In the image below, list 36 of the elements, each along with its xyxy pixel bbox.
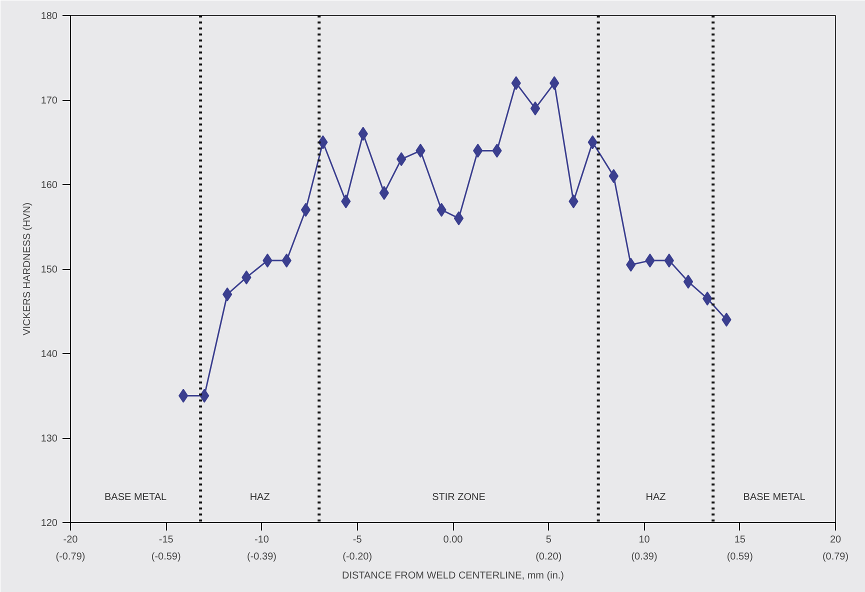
point [683,274,694,289]
y-tick-label: 140 [40,349,58,360]
annotation: HAZ [250,492,270,503]
annotation: HAZ [646,492,666,503]
y-tick-label: 130 [40,434,58,444]
annotation: BASE METAL [743,492,806,503]
point [530,101,540,116]
x2-tick-label: (-0.39) [247,552,276,562]
annotation: STIR ZONE [432,492,486,503]
x-tick-label: 15 [734,534,746,546]
annotation: BASE METAL [104,492,167,503]
x2-tick-label: (0.20) [536,552,562,562]
point [454,211,464,226]
x-tick-label: -20 [63,534,78,546]
y-tick-label: 180 [40,11,58,22]
point [300,202,311,217]
x-tick-label: 20 [830,534,842,546]
x-tick-label: 10 [638,534,650,546]
y-axis-title: VICKERS HARDNESS (HVN) [22,202,33,336]
x2-tick-label: (0.39) [631,552,658,562]
y-tick-label: 160 [40,180,58,191]
x-tick-label: -5 [352,534,362,546]
y-tick-label: 150 [40,264,58,276]
x-tick-label: -10 [254,534,270,546]
x-tick-label: 0.00 [443,534,464,546]
y-tick-label: 120 [40,518,58,529]
x2-tick-label: (0.59) [726,552,753,562]
x-tick-label: 5 [546,534,552,546]
x2-tick-label: (0.79) [822,552,849,562]
x2-tick-label: (-0.79) [56,552,86,562]
point [222,287,232,302]
x-tick-label: -15 [158,534,174,546]
x2-tick-label: (-0.20) [342,552,372,562]
x-axis-title: DISTANCE FROM WELD CENTERLINE, mm (in.) [342,570,564,582]
y-tick-label: 170 [40,96,58,106]
x2-tick-label: (-0.59) [151,552,181,562]
